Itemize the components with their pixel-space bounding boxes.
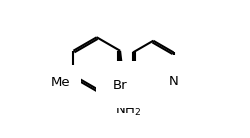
Text: NH$_2$: NH$_2$ (115, 103, 141, 118)
Text: Me: Me (51, 76, 70, 89)
Text: Br: Br (113, 79, 127, 92)
Text: N: N (169, 75, 178, 88)
Text: N: N (120, 85, 130, 98)
